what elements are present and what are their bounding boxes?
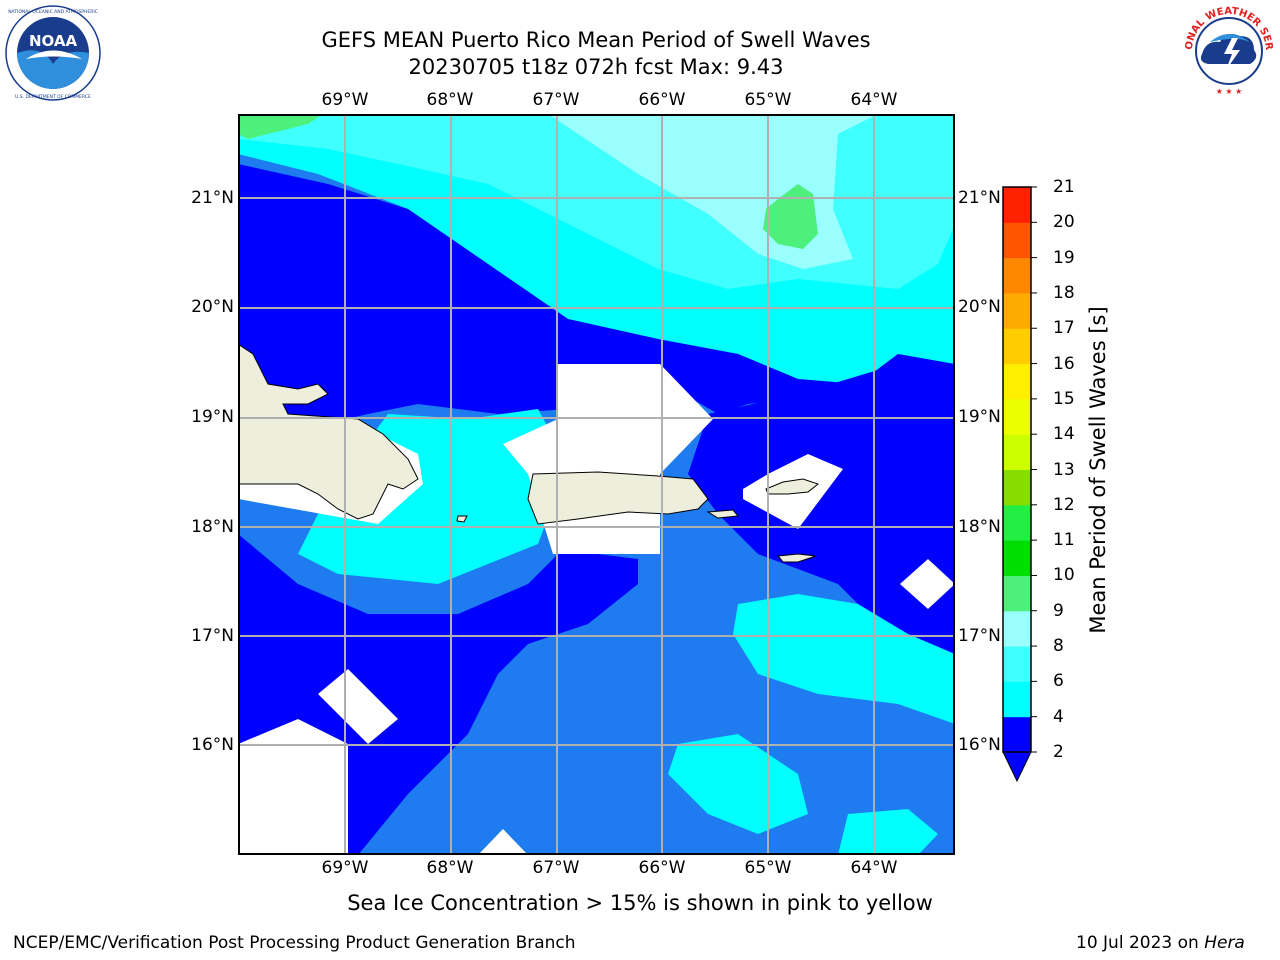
colorbar-tick-label: 14 (1053, 424, 1075, 445)
colorbar-tick-label: 16 (1053, 353, 1075, 374)
footer-branch: NCEP/EMC/Verification Post Processing Pr… (13, 933, 576, 953)
svg-text:NATIONAL OCEANIC AND ATMOSPHER: NATIONAL OCEANIC AND ATMOSPHERIC (8, 9, 98, 15)
colorbar-segment-16-17 (1003, 328, 1031, 365)
lon-label-top-67w: 67°W (532, 90, 580, 110)
lon-label-bottom-68w: 68°W (426, 858, 474, 878)
lon-label-bottom-64w: 64°W (850, 858, 898, 878)
colorbar-segment-10-11 (1003, 540, 1031, 576)
lat-label-left-16n: 16°N (191, 735, 234, 755)
title-line-1: GEFS MEAN Puerto Rico Mean Period of Swe… (321, 28, 871, 52)
colorbar-segment-14-15 (1003, 398, 1031, 435)
colorbar-frame (1002, 186, 1032, 753)
colorbar-segment-17-18 (1003, 292, 1031, 329)
colorbar-segment-18-19 (1003, 257, 1031, 294)
footer-machine: Hera (1204, 933, 1245, 953)
colorbar-segment-20-21 (1003, 187, 1031, 223)
mask-bottom-left (239, 719, 348, 854)
colorbar-segment-4-6 (1003, 681, 1031, 718)
colorbar-tick-label: 13 (1053, 459, 1075, 480)
colorbar-segment-13-14 (1003, 434, 1031, 470)
lat-label-right-20n: 20°N (958, 297, 1001, 317)
band-10-11-nw (239, 115, 322, 139)
lon-label-bottom-65w: 65°W (744, 858, 792, 878)
title-line-2: 20230705 t18z 072h fcst Max: 9.43 (408, 55, 784, 79)
lon-label-top-65w: 65°W (744, 90, 792, 110)
colorbar (1002, 186, 1037, 783)
lat-label-right-18n: 18°N (958, 517, 1001, 537)
noaa-logo-text: NOAA (29, 32, 78, 50)
mask-east (900, 559, 954, 609)
colorbar-segment-19-20 (1003, 222, 1031, 259)
mona-island-land (456, 515, 468, 523)
colorbar-tick-label: 12 (1053, 494, 1075, 515)
colorbar-segment-12-13 (1003, 469, 1031, 506)
lon-label-top-68w: 68°W (426, 90, 474, 110)
svg-text:U.S. DEPARTMENT OF COMMERCE: U.S. DEPARTMENT OF COMMERCE (15, 94, 91, 100)
lon-label-top-66w: 66°W (638, 90, 686, 110)
swell-period-map (238, 114, 955, 855)
colorbar-tick-label: 4 (1053, 706, 1064, 727)
sea-ice-caption: Sea Ice Concentration > 15% is shown in … (347, 891, 933, 915)
lon-label-top-64w: 64°W (850, 90, 898, 110)
colorbar-tick-label: 20 (1053, 212, 1075, 233)
colorbar-tick-label: 18 (1053, 282, 1075, 303)
map-frame (238, 114, 955, 855)
mask-bottom (478, 829, 528, 854)
colorbar-segment-11-12 (1003, 504, 1031, 541)
lon-label-top-69w: 69°W (321, 90, 369, 110)
mask-southwest (318, 669, 398, 744)
colorbar-segment-15-16 (1003, 363, 1031, 400)
st-croix-land (777, 553, 817, 563)
colorbar-tick-label: 19 (1053, 247, 1075, 268)
colorbar-tick-label: 6 (1053, 671, 1064, 692)
colorbar-segment-8-9 (1003, 610, 1031, 647)
colorbar-tick-label: 10 (1053, 565, 1075, 586)
lon-label-bottom-66w: 66°W (638, 858, 686, 878)
svg-text:★ ★ ★: ★ ★ ★ (1216, 87, 1243, 96)
colorbar-segment-9-10 (1003, 575, 1031, 612)
colorbar-tick-label: 9 (1053, 600, 1064, 621)
lat-label-left-17n: 17°N (191, 626, 234, 646)
colorbar-tick-label: 21 (1053, 177, 1075, 197)
lat-label-left-20n: 20°N (191, 297, 234, 317)
gridlines (239, 115, 954, 854)
band-6-8-se (733, 594, 954, 724)
band-10-11-ne (763, 184, 818, 249)
lat-label-right-21n: 21°N (958, 188, 1001, 208)
lat-label-left-19n: 19°N (191, 407, 234, 427)
lon-label-bottom-67w: 67°W (532, 858, 580, 878)
vieques-land (706, 509, 739, 519)
hispaniola-land (239, 344, 419, 520)
lon-label-bottom-69w: 69°W (321, 858, 369, 878)
band-6-8-south (668, 734, 808, 834)
colorbar-segment-6-8 (1003, 646, 1031, 682)
colorbar-tick-label: 8 (1053, 636, 1064, 657)
lat-label-left-18n: 18°N (191, 517, 234, 537)
lat-label-right-17n: 17°N (958, 626, 1001, 646)
footer-date-text: 10 Jul 2023 on (1076, 933, 1205, 953)
colorbar-segment-2-4 (1003, 716, 1031, 753)
colorbar-title-text: Mean Period of Swell Waves [s] (1086, 306, 1110, 634)
colorbar-tick-label: 2 (1053, 742, 1064, 762)
lat-label-left-21n: 21°N (191, 188, 234, 208)
noaa-logo: NOAA NATIONAL OCEANIC AND ATMOSPHERIC U.… (5, 5, 101, 101)
colorbar-tick-label: 15 (1053, 388, 1075, 409)
colorbar-tick-label: 11 (1053, 530, 1075, 551)
colorbar-tick-label: 17 (1053, 318, 1075, 339)
nws-logo: NATIONAL WEATHER SERVICE ★ ★ ★ (1180, 2, 1276, 98)
lat-label-right-19n: 19°N (958, 407, 1001, 427)
colorbar-extend-arrow (1002, 751, 1032, 783)
lat-label-right-16n: 16°N (958, 735, 1001, 755)
footer-date: 10 Jul 2023 on Hera (1076, 932, 1245, 954)
virgin-islands-land (765, 478, 820, 495)
band-2-4-east (688, 364, 954, 674)
band-6-8-south-east (838, 809, 938, 854)
band-2-4-north (239, 164, 954, 444)
